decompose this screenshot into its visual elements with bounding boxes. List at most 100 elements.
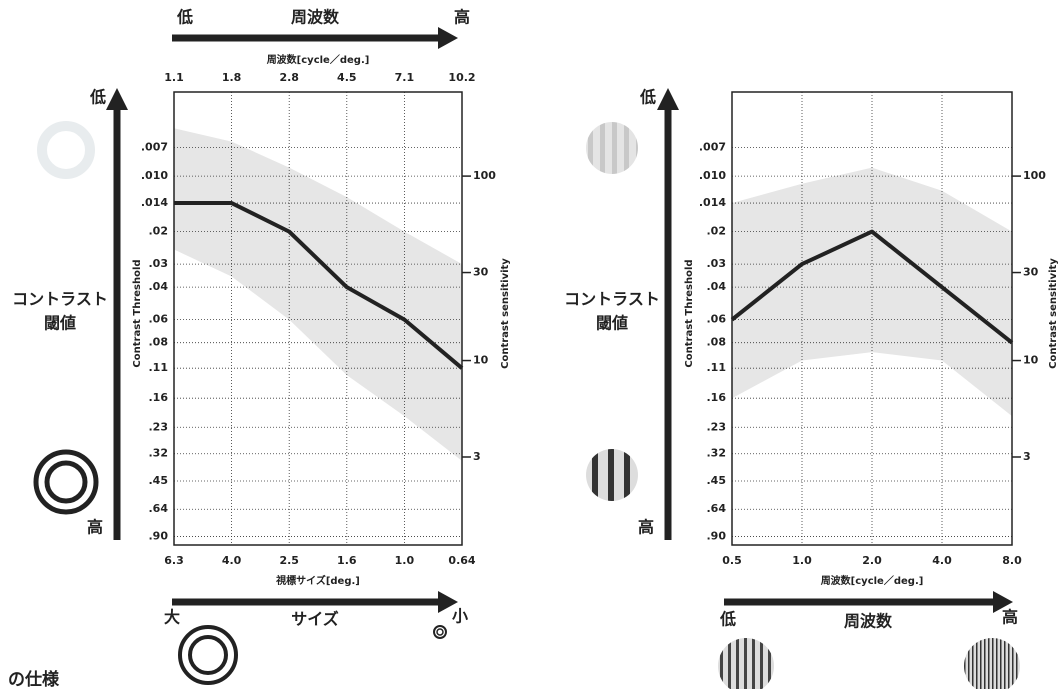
x-tick-label: 1.0 [792, 554, 812, 567]
icon-ring [436, 628, 444, 636]
x-tick-label: 1.0 [395, 554, 415, 567]
icon-grating [964, 638, 1020, 689]
icon-faint-ring [37, 121, 95, 179]
arrow-label: 高 [638, 518, 654, 537]
y2-tick-label: 30 [1023, 266, 1039, 279]
arrow-head [438, 591, 458, 613]
y-tick-label: .45 [149, 474, 169, 487]
top-x-tick-label: 7.1 [395, 71, 415, 84]
arrow-label: 高 [1002, 608, 1018, 627]
y2-tick-label: 10 [1023, 354, 1039, 367]
top-x-tick-label: 4.5 [337, 71, 357, 84]
icon-ring [433, 625, 447, 639]
icon-grating [586, 449, 638, 501]
arrow-head [106, 88, 128, 110]
x-axis-title: 周波数[cycle／deg.] [821, 574, 924, 587]
x-tick-label: 4.0 [932, 554, 952, 567]
y2-tick-label: 10 [473, 354, 489, 367]
y-axis-title: Contrast Threshold [132, 259, 143, 367]
top-x-tick-label: 1.8 [222, 71, 242, 84]
y2-axis-title: Contrast sensitivity [500, 258, 511, 369]
icon-grating [586, 122, 638, 174]
y2-tick-label: 3 [473, 450, 481, 463]
y-tick-label: .06 [707, 313, 727, 326]
y-tick-label: .08 [149, 336, 169, 349]
y-tick-label: .010 [141, 169, 168, 182]
y-tick-label: .08 [707, 336, 727, 349]
x-axis-title: 視標サイズ[deg.] [275, 574, 360, 587]
arrow-label: 低 [176, 8, 193, 27]
top-x-tick-label: 1.1 [164, 71, 184, 84]
right-decor: 低 高 コントラスト 閾値 低 周波数 高 [564, 88, 1020, 689]
arrow-label: 大 [164, 608, 180, 627]
arrow-label: サイズ [291, 610, 339, 629]
arrow-label: 周波数 [291, 8, 340, 27]
top-x-axis-title: 周波数[cycle／deg.] [267, 53, 370, 66]
y-tick-label: .014 [141, 196, 168, 209]
footer-text: の仕様 [8, 669, 60, 689]
x-tick-label: 8.0 [1002, 554, 1022, 567]
x-tick-label: 0.5 [722, 554, 742, 567]
arrow-label: 高 [454, 8, 470, 27]
range-band [732, 167, 1012, 417]
y-tick-label: .06 [149, 313, 169, 326]
y-tick-label: .11 [707, 361, 727, 374]
y-tick-label: .32 [707, 447, 727, 460]
y-tick-label: .32 [149, 447, 169, 460]
icon-grating [718, 638, 774, 689]
y2-tick-label: 3 [1023, 450, 1031, 463]
y-tick-label: .64 [149, 502, 169, 515]
x-tick-label: 6.3 [164, 554, 184, 567]
y-tick-label: .45 [707, 474, 727, 487]
y-tick-label: .007 [141, 141, 168, 154]
icon-ring [178, 625, 238, 685]
y-tick-label: .014 [699, 196, 726, 209]
left-decor: 低 周波数 高 低 高 コントラスト 閾値 大 サイズ 小 [12, 8, 470, 685]
data-line [174, 201, 464, 370]
icon-ring [33, 449, 99, 515]
y-tick-label: .02 [149, 225, 169, 238]
y-tick-label: .90 [149, 530, 169, 543]
y-tick-label: .007 [699, 141, 726, 154]
y-tick-label: .02 [707, 225, 727, 238]
top-x-tick-label: 2.8 [279, 71, 299, 84]
y2-axis-title: Contrast sensitivity [1048, 258, 1059, 369]
icon-ring [44, 460, 88, 504]
y-tick-label: .04 [707, 280, 727, 293]
arrow-head [438, 27, 458, 49]
x-tick-label: 2.0 [862, 554, 882, 567]
arrow-head [657, 88, 679, 110]
y-tick-label: .23 [707, 420, 727, 433]
side-label: 閾値 [44, 314, 76, 333]
y-tick-label: .03 [707, 257, 727, 270]
arrow-label: 低 [639, 88, 656, 107]
data-line [730, 229, 1014, 345]
arrow-label: 高 [87, 518, 103, 537]
y-tick-label: .23 [149, 420, 169, 433]
arrow-label: 周波数 [844, 612, 893, 631]
y-tick-label: .16 [149, 391, 169, 404]
range-band [174, 128, 462, 461]
y-tick-label: .010 [699, 169, 726, 182]
arrow-head [993, 591, 1013, 613]
x-tick-label: 2.5 [279, 554, 299, 567]
y-tick-label: .11 [149, 361, 169, 374]
y-tick-label: .16 [707, 391, 727, 404]
y-tick-label: .64 [707, 502, 727, 515]
arrow-label: 低 [89, 88, 106, 107]
y-tick-label: .90 [707, 530, 727, 543]
x-tick-label: 4.0 [222, 554, 242, 567]
y2-tick-label: 100 [1023, 169, 1046, 182]
top-x-tick-label: 10.2 [448, 71, 475, 84]
y2-tick-label: 100 [473, 169, 496, 182]
y2-tick-label: 30 [473, 266, 489, 279]
side-label: コントラスト [12, 290, 108, 309]
arrow-label: 小 [452, 607, 468, 626]
side-label: コントラスト [564, 290, 660, 309]
icon-ring [188, 635, 228, 675]
y-tick-label: .04 [149, 280, 169, 293]
arrow-label: 低 [719, 610, 736, 629]
y-tick-label: .03 [149, 257, 169, 270]
y-axis-title: Contrast Threshold [684, 259, 695, 367]
